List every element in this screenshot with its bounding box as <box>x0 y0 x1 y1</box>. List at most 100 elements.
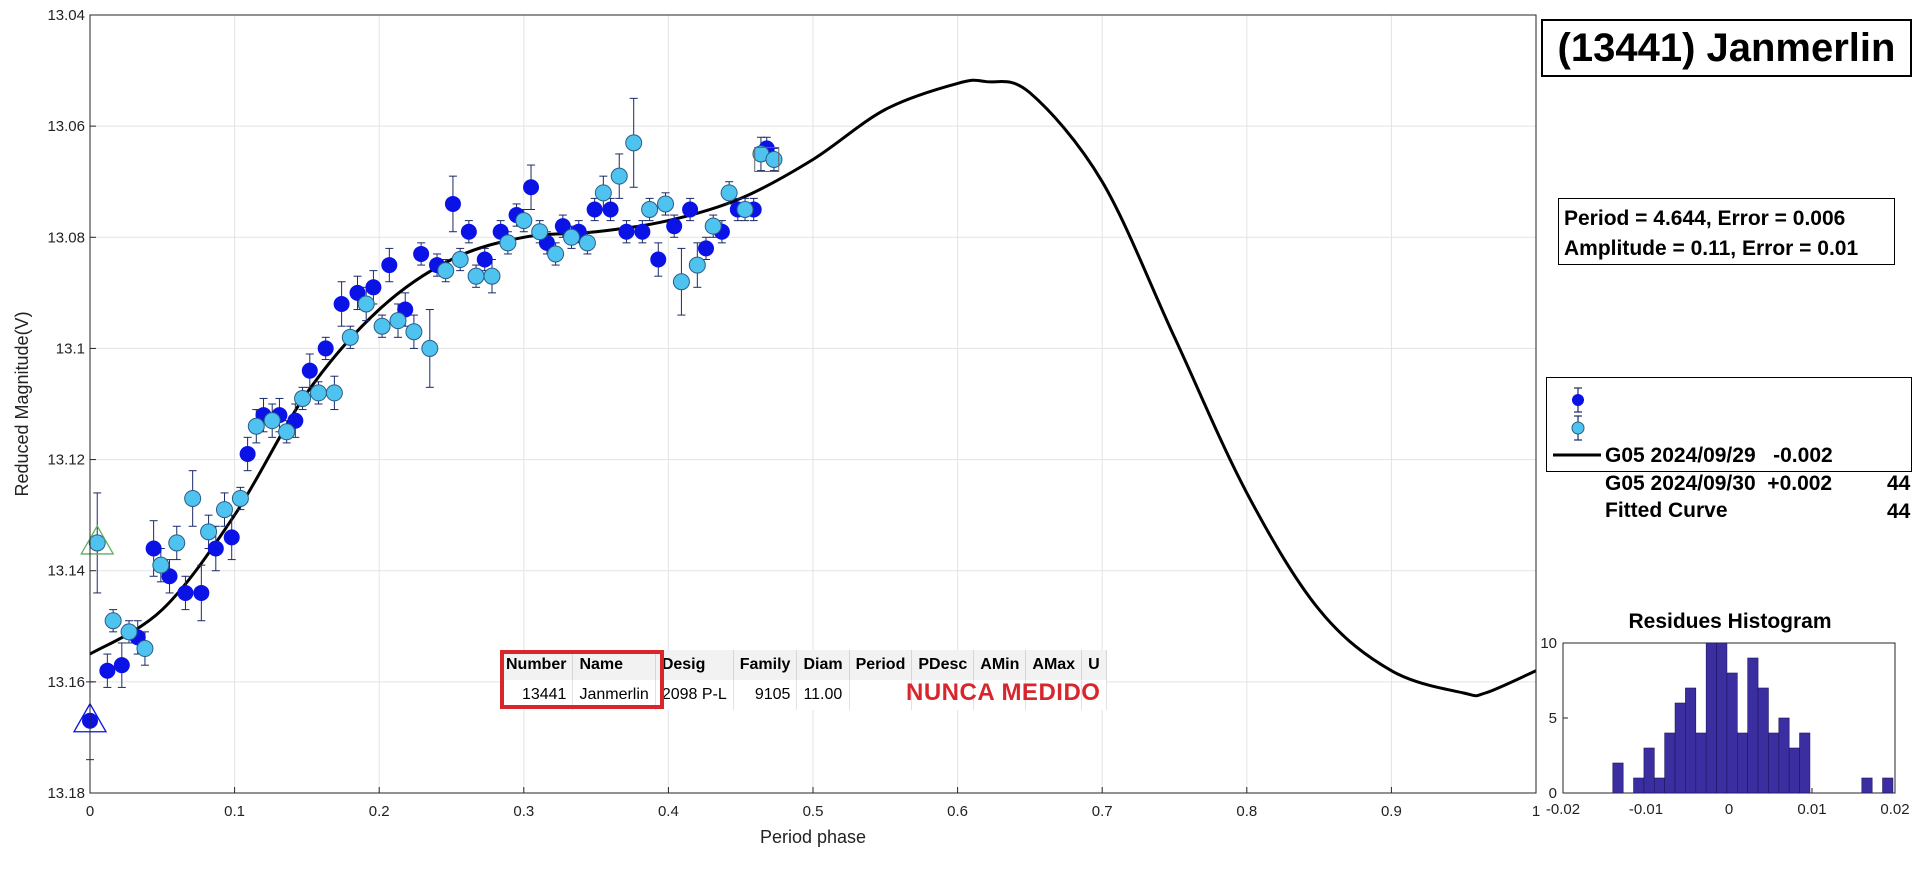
x-tick-label: 0.2 <box>369 803 390 820</box>
legend-count: 44 <box>1887 500 1911 523</box>
data-point-0929 <box>207 540 224 557</box>
fitted-curve-line <box>89 78 1537 698</box>
table-header-row: Number Name Desig Family Diam Period PDe… <box>500 650 1107 680</box>
x-axis-label: Period phase <box>760 827 866 847</box>
col-number: Number <box>500 650 574 680</box>
data-point-0930 <box>152 556 170 574</box>
histogram-bar <box>1778 717 1790 794</box>
legend-item-0929: G05 2024/09/29 -0.002 44 <box>1547 386 1910 495</box>
amplitude-line: Amplitude = 0.11, Error = 0.01 <box>1564 237 1859 260</box>
data-point-0930 <box>594 184 612 202</box>
y-tick-label: 13.06 <box>47 118 85 135</box>
data-point-0930 <box>720 184 738 202</box>
col-u: U <box>1081 650 1107 680</box>
data-point-0930 <box>736 201 754 218</box>
data-point-0930 <box>120 623 138 641</box>
x-tick-label: 0.7 <box>1092 803 1113 820</box>
hist-x-tick-label: 0 <box>1725 801 1733 818</box>
data-point-0929 <box>177 584 194 601</box>
col-desig: Desig <box>655 650 734 680</box>
x-tick-label: 0 <box>86 803 94 820</box>
data-point-0929 <box>223 529 240 546</box>
cell-amax <box>1025 680 1083 710</box>
col-family: Family <box>733 650 798 680</box>
data-point-0930 <box>515 212 533 230</box>
data-point-0930 <box>641 201 659 218</box>
x-tick-label: 0.4 <box>658 803 679 820</box>
data-point-0930 <box>672 273 690 291</box>
histogram-bar <box>1861 777 1873 794</box>
col-diam: Diam <box>796 650 850 680</box>
hist-x-tick-label: 0.01 <box>1797 801 1826 818</box>
data-point-0930 <box>357 295 375 313</box>
x-tick-label: 0.6 <box>947 803 968 820</box>
y-tick-label: 13.18 <box>47 785 85 802</box>
histogram-tick-labels: -0.02 -0.01 0 0.01 0.02 0 5 10 <box>1540 635 1909 818</box>
data-point-0929 <box>618 223 635 240</box>
data-point-0930 <box>657 195 675 213</box>
histogram-bar <box>1799 732 1811 794</box>
y-tick-label: 13.12 <box>47 452 85 469</box>
legend-symbol-dark-blue <box>1572 387 1584 413</box>
data-point-0929 <box>682 201 699 218</box>
col-pdesc: PDesc <box>911 650 975 680</box>
data-point-0930 <box>373 317 391 335</box>
hist-y-tick-label: 0 <box>1549 785 1557 802</box>
data-points <box>82 134 783 729</box>
cell-desig: 2098 P-L <box>655 680 734 710</box>
legend-symbol-light-blue <box>1571 415 1585 441</box>
data-point-0930 <box>704 217 722 235</box>
legend-symbol-line <box>1553 453 1601 457</box>
cell-name: Janmerlin <box>572 680 656 710</box>
col-period: Period <box>849 650 913 680</box>
histogram-bar <box>1654 777 1665 794</box>
data-point-0930 <box>88 534 106 552</box>
data-point-0930 <box>168 534 186 552</box>
histogram-bar <box>1757 687 1769 794</box>
histogram-bar <box>1643 747 1655 794</box>
data-point-0930 <box>547 245 565 263</box>
data-point-0929 <box>697 240 714 257</box>
legend-item-fitted-curve: Fitted Curve <box>1547 441 1728 522</box>
data-point-0930 <box>294 389 312 407</box>
histogram-bar <box>1788 747 1800 794</box>
data-point-0929 <box>666 218 683 235</box>
data-point-0929 <box>145 540 162 557</box>
histogram-bars <box>1612 642 1894 794</box>
data-point-0929 <box>476 251 493 268</box>
histogram-bar <box>1664 732 1676 794</box>
histogram-bar <box>1716 642 1728 794</box>
y-tick-label: 13.1 <box>56 340 85 357</box>
data-point-0929 <box>586 201 603 218</box>
data-point-0930 <box>263 412 281 430</box>
cell-family: 9105 <box>733 680 798 710</box>
histogram-bar <box>1674 702 1686 794</box>
data-point-0929 <box>460 223 477 240</box>
data-point-0930 <box>578 234 596 252</box>
data-point-0929 <box>317 340 334 357</box>
data-point-0930 <box>309 384 327 402</box>
x-tick-label: 0.8 <box>1236 803 1257 820</box>
hist-y-tick-label: 5 <box>1549 710 1557 727</box>
histogram-bar <box>1705 642 1717 794</box>
legend-label: Fitted Curve <box>1605 499 1728 522</box>
data-point-0929 <box>381 257 398 274</box>
data-point-0930 <box>437 262 455 280</box>
cell-pdesc <box>911 680 975 710</box>
period-line: Period = 4.644, Error = 0.006 <box>1564 207 1846 230</box>
legend-label: G05 2024/09/30 +0.002 <box>1605 472 1833 495</box>
data-point-0929 <box>523 179 540 196</box>
data-point-0929 <box>239 446 256 463</box>
x-tick-label: 0.1 <box>224 803 245 820</box>
data-point-0929 <box>287 412 304 429</box>
histogram-bar <box>1633 777 1645 794</box>
histogram-bar <box>1612 762 1624 794</box>
histogram-bar <box>1768 732 1780 794</box>
data-point-0930 <box>104 612 122 630</box>
x-tick-label: 0.5 <box>803 803 824 820</box>
y-tick-label: 13.16 <box>47 674 85 691</box>
hist-y-tick-label: 10 <box>1540 635 1557 652</box>
hist-x-tick-label: -0.01 <box>1629 801 1663 818</box>
histogram-bar <box>1726 672 1738 794</box>
data-point-0930 <box>765 150 783 168</box>
